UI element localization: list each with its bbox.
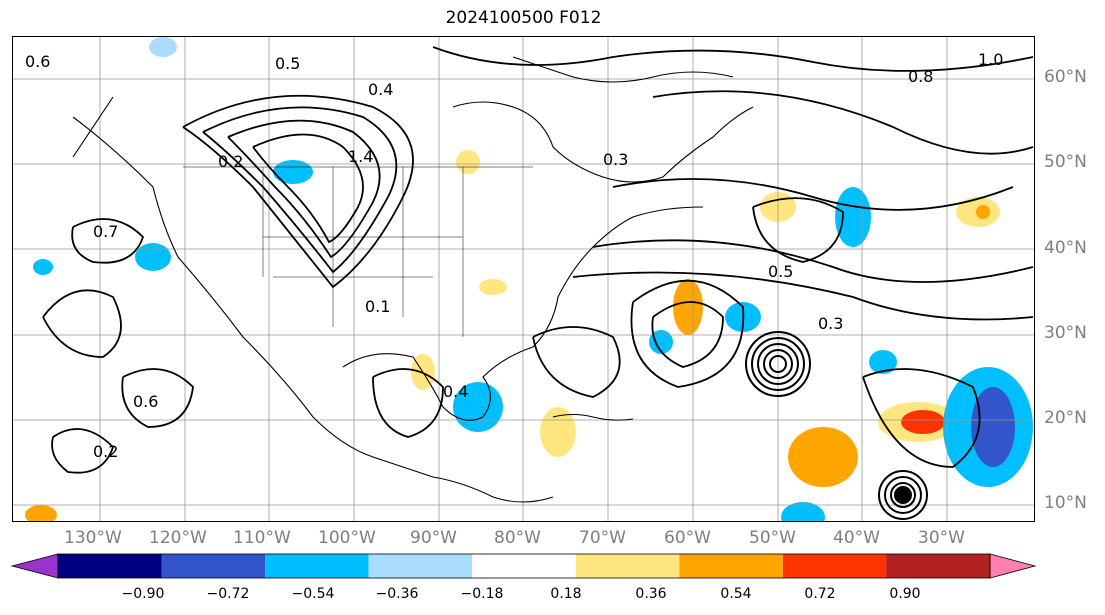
colorbar-tick-label: 0.36 xyxy=(635,586,667,602)
lat-label: 60°N xyxy=(1044,67,1087,87)
contour-label: 0.7 xyxy=(93,222,118,241)
colorbar-cell xyxy=(679,554,783,578)
contour-label: 0.3 xyxy=(603,150,628,169)
political-borders xyxy=(183,166,533,337)
colorbar-tick-label: 0.72 xyxy=(804,586,836,602)
colorbar-svg xyxy=(10,553,1037,579)
grid-lines xyxy=(13,37,1034,521)
map-plot-area: 0.6 0.5 0.4 0.3 0.2 0.7 0.8 1.0 1.4 0.1 … xyxy=(12,36,1035,522)
colorbar-cell xyxy=(472,554,576,578)
contour-label: 1.4 xyxy=(348,147,373,166)
lon-label: 40°W xyxy=(833,528,880,548)
coastlines xyxy=(72,56,754,503)
lon-label: 100°W xyxy=(318,528,376,548)
colorbar-tick-label: −0.90 xyxy=(121,586,165,602)
colorbar-tick-label: 0.18 xyxy=(550,586,582,602)
map-svg: 0.6 0.5 0.4 0.3 0.2 0.7 0.8 1.0 1.4 0.1 … xyxy=(13,37,1034,521)
cyclone-contours xyxy=(745,331,928,520)
contour-label: 1.0 xyxy=(978,50,1003,69)
colorbar-cell xyxy=(161,554,266,578)
contour-label: 0.1 xyxy=(365,297,390,316)
contour-label: 0.2 xyxy=(218,152,243,171)
contour-label: 0.6 xyxy=(133,392,158,411)
lat-label: 50°N xyxy=(1044,152,1087,172)
colorbar-tick-label: −0.54 xyxy=(291,586,335,602)
colorbar xyxy=(0,552,1105,582)
colorbar-extend-low xyxy=(10,553,59,579)
shaded-fields xyxy=(25,37,1033,521)
contour-label: 0.5 xyxy=(275,54,300,73)
colorbar-outline xyxy=(57,553,991,579)
lon-label: 110°W xyxy=(233,528,291,548)
colorbar-cell xyxy=(368,554,473,578)
lat-label: 30°N xyxy=(1044,323,1087,343)
lon-label: 130°W xyxy=(64,528,122,548)
lon-label: 50°W xyxy=(749,528,796,548)
colorbar-tick-label: 0.54 xyxy=(720,586,752,602)
lon-label: 80°W xyxy=(494,528,541,548)
colorbar-cell xyxy=(58,554,162,578)
contour-label: 0.8 xyxy=(908,67,933,86)
colorbar-tick-label: −0.18 xyxy=(460,586,504,602)
lon-label: 70°W xyxy=(579,528,626,548)
colorbar-tick-label: −0.72 xyxy=(206,586,250,602)
contour-label: 0.4 xyxy=(368,80,393,99)
lat-label: 10°N xyxy=(1044,493,1087,513)
colorbar-extend-high xyxy=(989,553,1037,579)
lon-label: 120°W xyxy=(149,528,207,548)
contour-label: 0.2 xyxy=(93,442,118,461)
lat-label: 40°N xyxy=(1044,238,1087,258)
colorbar-tick-label: 0.90 xyxy=(889,586,921,602)
colorbar-cell xyxy=(782,554,887,578)
colorbar-cell xyxy=(886,554,990,578)
lon-label: 90°W xyxy=(410,528,457,548)
lat-label: 20°N xyxy=(1044,408,1087,428)
colorbar-cell xyxy=(575,554,680,578)
lon-label: 60°W xyxy=(664,528,711,548)
colorbar-tick-label: −0.36 xyxy=(375,586,419,602)
contour-label-group: 0.6 0.5 0.4 0.3 0.2 0.7 0.8 1.0 1.4 0.1 … xyxy=(25,50,1003,461)
contour-label: 0.3 xyxy=(818,314,843,333)
lon-label: 30°W xyxy=(918,528,965,548)
contour-label: 0.5 xyxy=(768,262,793,281)
colorbar-cell xyxy=(265,554,369,578)
contour-label: 0.4 xyxy=(443,382,468,401)
colorbar-cells xyxy=(10,553,1037,579)
contour-label: 0.6 xyxy=(25,52,50,71)
map-title: 2024100500 F012 xyxy=(445,8,602,28)
contour-lines xyxy=(42,46,1034,474)
